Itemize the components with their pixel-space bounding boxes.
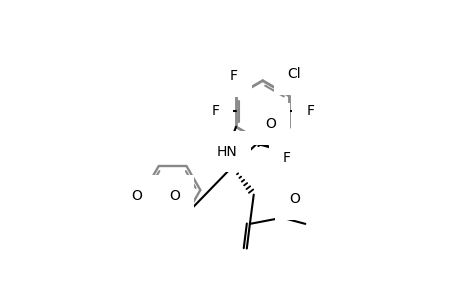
- Text: O: O: [169, 188, 180, 203]
- Text: N: N: [150, 191, 161, 206]
- Text: F: F: [211, 104, 219, 118]
- Text: Cl: Cl: [287, 68, 301, 82]
- Text: O: O: [265, 117, 275, 131]
- Text: F: F: [306, 104, 313, 118]
- Text: HN: HN: [216, 145, 237, 158]
- Polygon shape: [224, 152, 232, 167]
- Text: F: F: [282, 151, 290, 165]
- Text: F: F: [230, 69, 237, 83]
- Text: O: O: [131, 188, 141, 203]
- Text: O: O: [288, 192, 299, 206]
